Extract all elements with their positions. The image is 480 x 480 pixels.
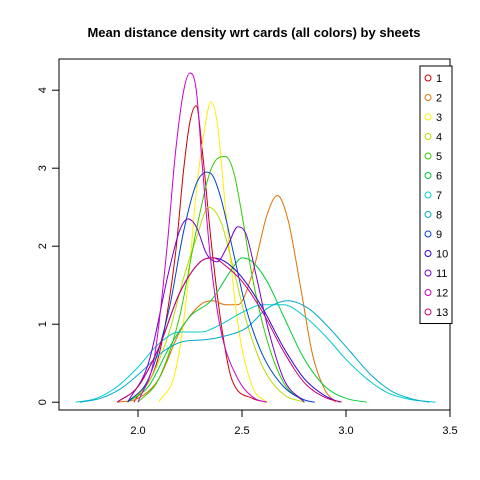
legend-label: 4 xyxy=(436,132,442,144)
legend-marker xyxy=(424,230,432,238)
legend-label: 6 xyxy=(436,171,442,183)
series-line-12 xyxy=(137,72,268,403)
x-tick-label: 3.0 xyxy=(338,425,353,437)
legend-marker xyxy=(424,269,432,277)
legend-label: 10 xyxy=(436,249,448,261)
legend-marker xyxy=(424,152,432,160)
x-tick-label: 2.0 xyxy=(130,425,145,437)
y-axis: 0 1 2 3 4 xyxy=(37,87,60,405)
legend-marker xyxy=(424,113,432,121)
legend-label: 12 xyxy=(436,288,448,300)
series-line-8 xyxy=(79,300,430,403)
y-tick-label: 1 xyxy=(37,321,49,327)
series-line-6 xyxy=(127,257,367,403)
legend-label: 11 xyxy=(436,268,447,280)
series-line-7 xyxy=(75,304,436,403)
legend-label: 3 xyxy=(436,112,442,124)
legend-marker xyxy=(424,308,432,316)
legend-label: 7 xyxy=(436,190,442,202)
series-line-11 xyxy=(127,218,305,403)
series-line-13 xyxy=(116,257,342,403)
legend-marker xyxy=(424,172,432,179)
y-tick-label: 4 xyxy=(37,87,49,93)
y-tick-label: 2 xyxy=(37,243,49,249)
legend-marker xyxy=(424,94,432,101)
legend-box xyxy=(419,65,453,324)
legend-marker xyxy=(424,211,432,218)
legend-marker xyxy=(424,74,432,82)
legend-label: 8 xyxy=(436,210,442,222)
series-line-3 xyxy=(158,101,268,403)
legend-marker xyxy=(424,289,432,296)
series-line-5 xyxy=(137,155,305,403)
legend-label: 1 xyxy=(436,73,442,85)
series-line-2 xyxy=(117,194,336,403)
x-axis: 2.0 2.5 3.0 3.5 xyxy=(130,409,458,437)
legend-label: 9 xyxy=(436,229,442,241)
chart-title: Mean distance density wrt cards (all col… xyxy=(87,25,420,40)
x-tick-label: 2.5 xyxy=(234,425,249,437)
legend-marker xyxy=(424,250,432,257)
y-tick-label: 0 xyxy=(37,399,49,405)
series-line-9 xyxy=(127,171,315,403)
legend-marker xyxy=(424,133,432,140)
legend-label: 5 xyxy=(436,151,442,163)
legend-label: 2 xyxy=(436,93,442,105)
y-tick-label: 3 xyxy=(37,165,49,171)
legend-marker xyxy=(424,191,432,199)
legend-label: 13 xyxy=(436,307,448,319)
x-tick-label: 3.5 xyxy=(442,425,457,437)
series-layer xyxy=(75,72,436,403)
